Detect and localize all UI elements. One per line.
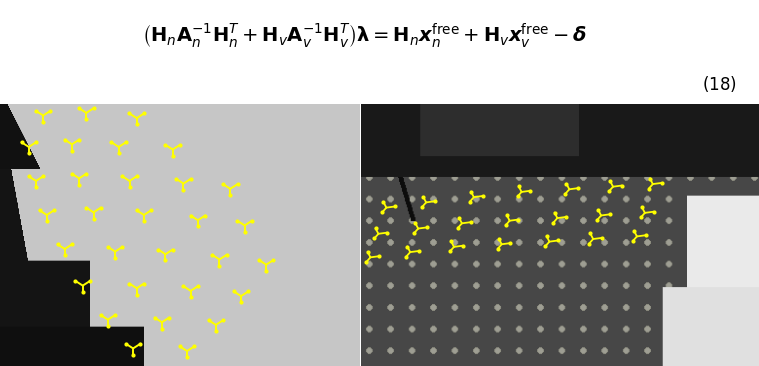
Text: $(18)$: $(18)$ — [701, 74, 736, 94]
Text: $\left(\mathbf{H}_n\mathbf{A}_n^{-1}\mathbf{H}_n^T + \mathbf{H}_v\mathbf{A}_v^{-: $\left(\mathbf{H}_n\mathbf{A}_n^{-1}\mat… — [142, 21, 587, 49]
